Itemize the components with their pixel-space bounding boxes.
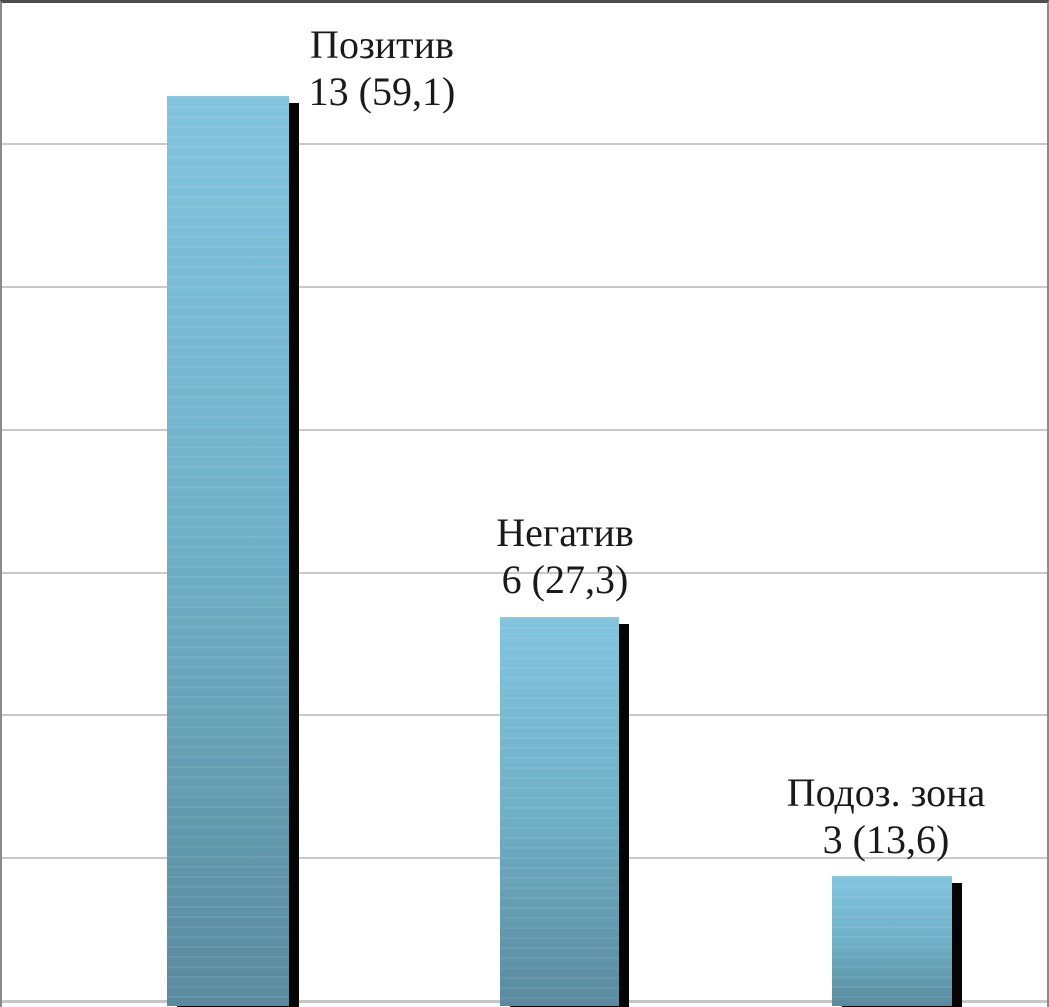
bar-category-label: Подоз. зона xyxy=(786,770,986,815)
bar-1 xyxy=(167,96,289,1006)
gridline xyxy=(2,286,1047,288)
bar-2 xyxy=(500,617,619,1006)
bar-label-2: Негатив 6 (27,3) xyxy=(496,509,634,603)
bar-value-label: 6 (27,3) xyxy=(501,557,629,602)
bar-category-label: Негатив xyxy=(496,510,634,555)
gridline xyxy=(2,428,1047,431)
gridline xyxy=(2,143,1047,146)
bar-label-1: Позитив 13 (59,1) xyxy=(309,21,456,115)
bar-label-3: Подоз. зона 3 (13,6) xyxy=(787,769,986,863)
bar-value-label: 3 (13,6) xyxy=(822,817,950,862)
bar-value-label: 13 (59,1) xyxy=(308,69,456,114)
gridline xyxy=(2,571,1047,574)
bar-3 xyxy=(832,876,952,1006)
bar-category-label: Позитив xyxy=(310,22,454,67)
